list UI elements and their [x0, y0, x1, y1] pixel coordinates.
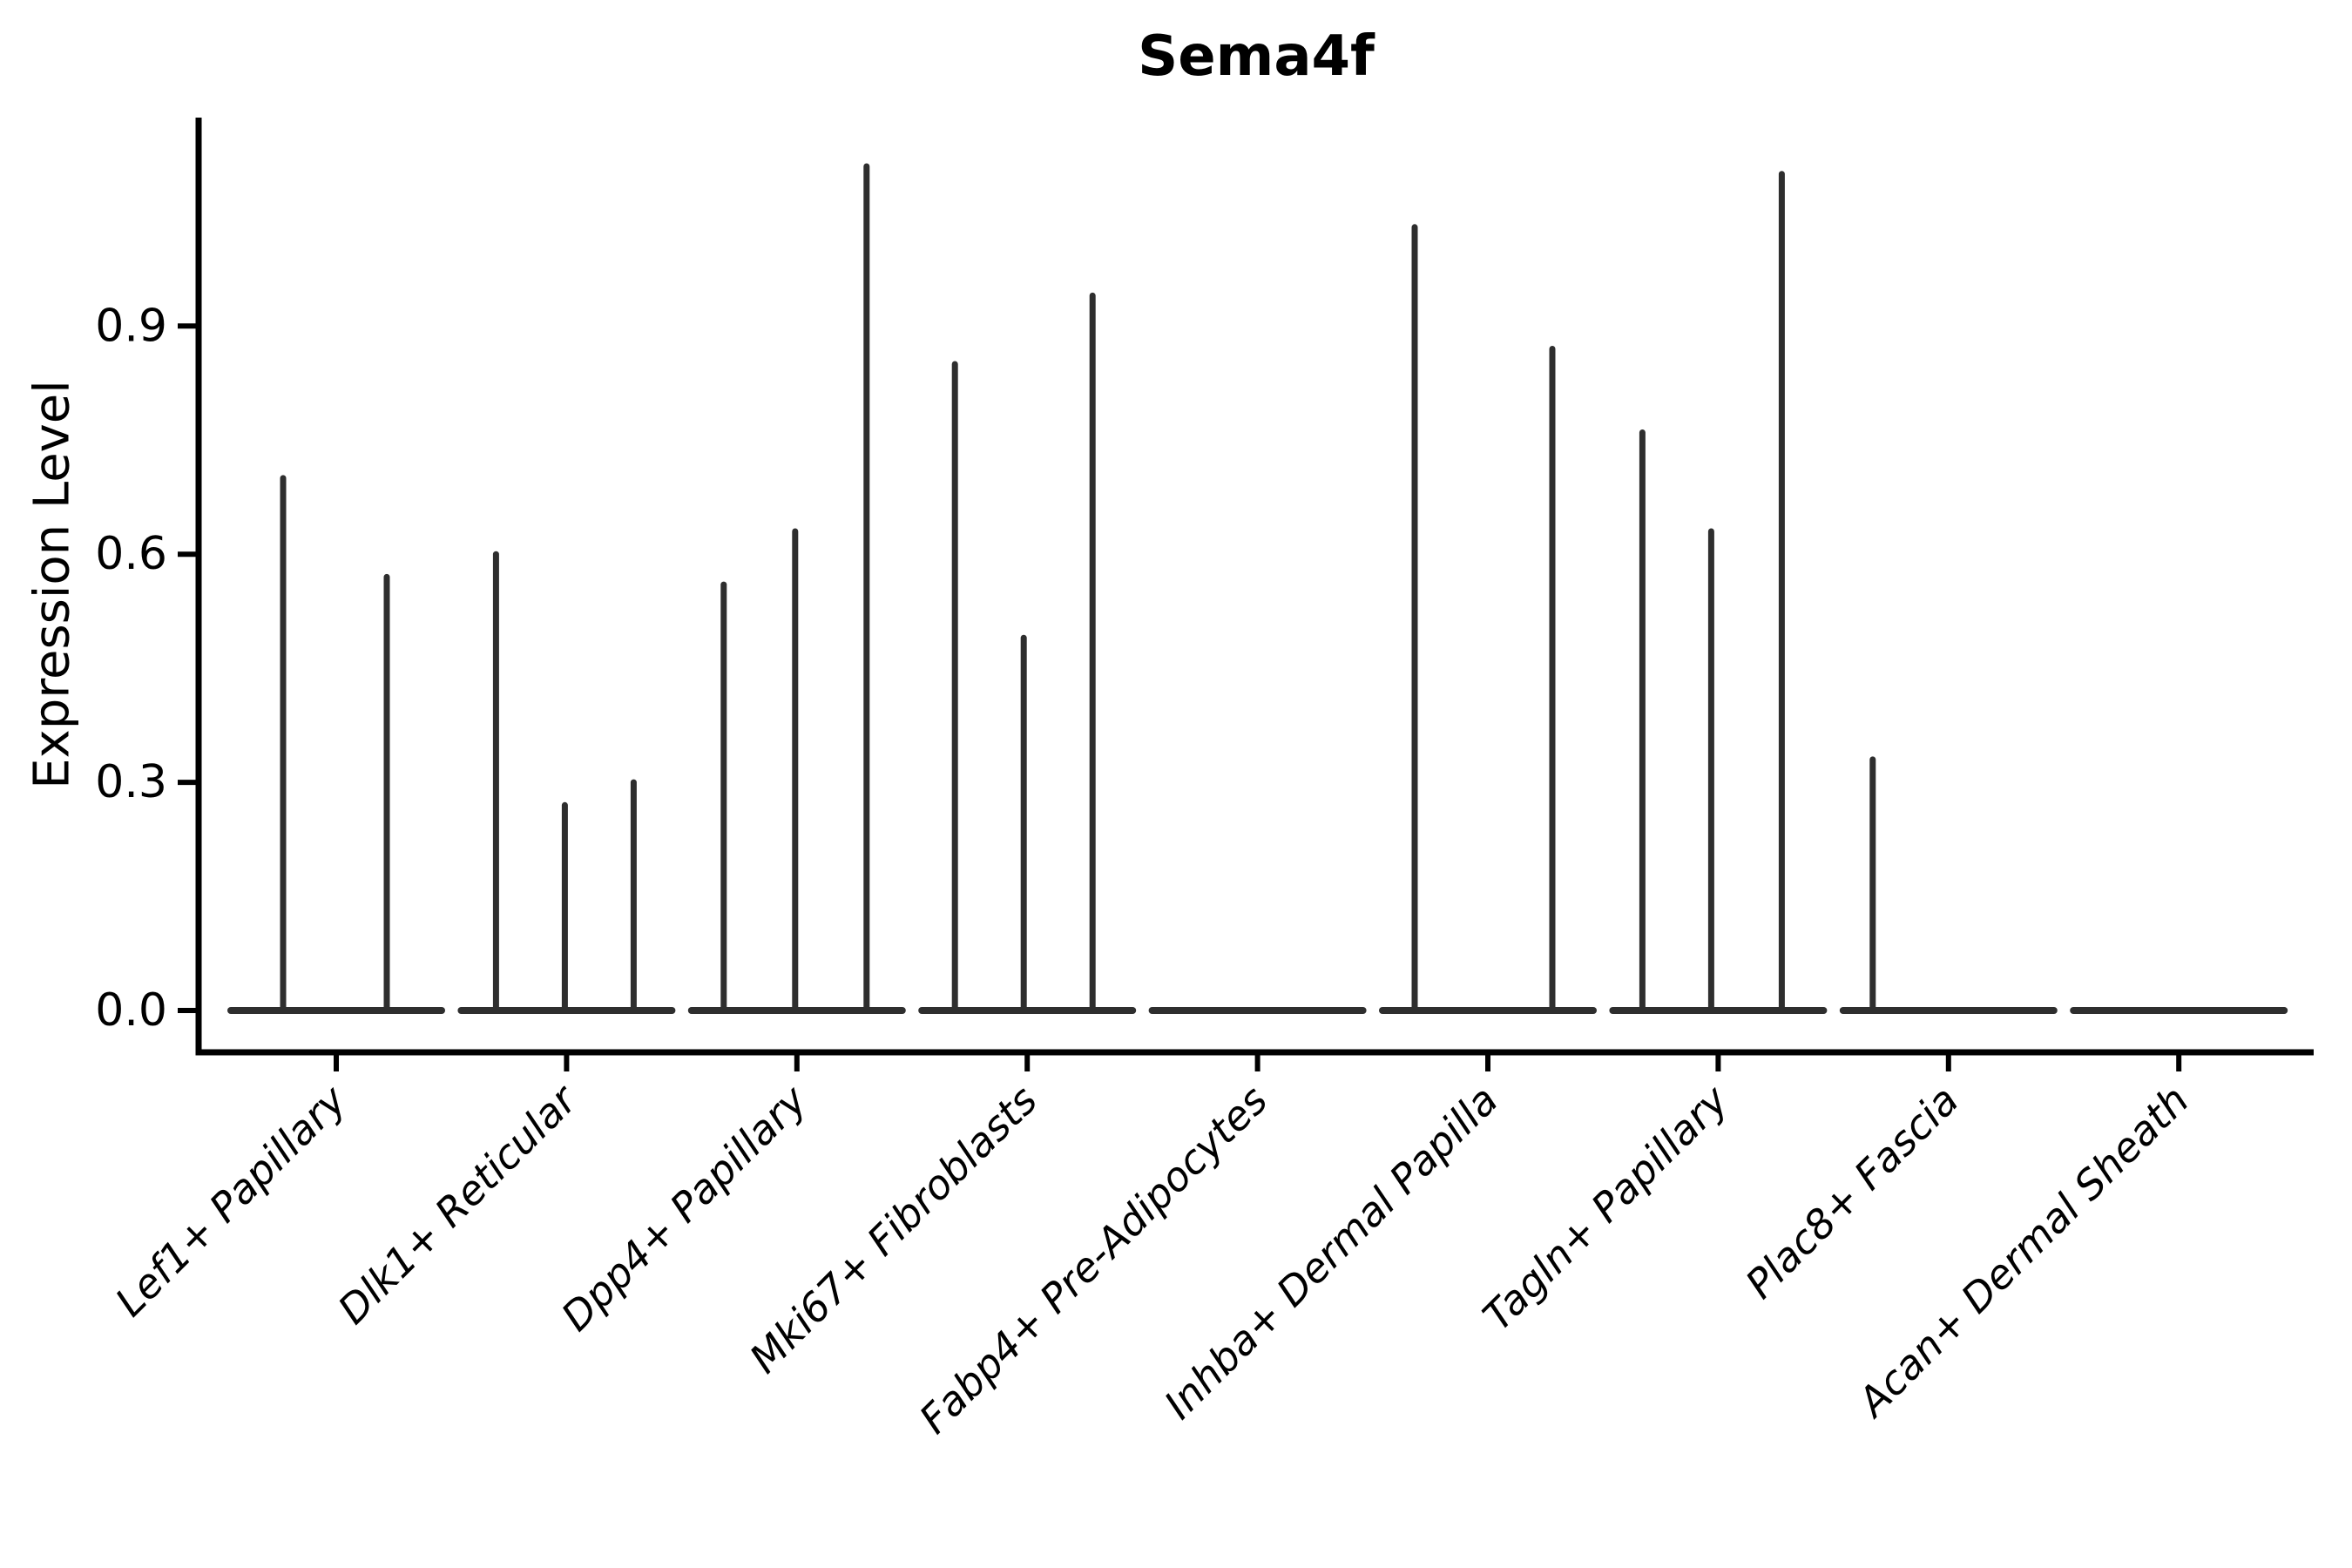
- x-tick-label: Dlk1+ Reticular: [329, 1074, 588, 1333]
- x-tick-label: Dpp4+ Papillary: [552, 1076, 816, 1340]
- y-tick-label: 0.9: [95, 300, 167, 352]
- x-tick-label: Tagln+ Papillary: [1474, 1076, 1738, 1340]
- x-tick-label: Plac8+ Fascia: [1736, 1077, 1967, 1308]
- plot-title: Sema4f: [1138, 24, 1375, 89]
- y-tick-label: 0.0: [95, 984, 167, 1037]
- y-tick-label: 0.6: [95, 528, 167, 580]
- x-tick-label: Lef1+ Papillary: [106, 1076, 355, 1325]
- y-tick-label: 0.3: [95, 756, 167, 808]
